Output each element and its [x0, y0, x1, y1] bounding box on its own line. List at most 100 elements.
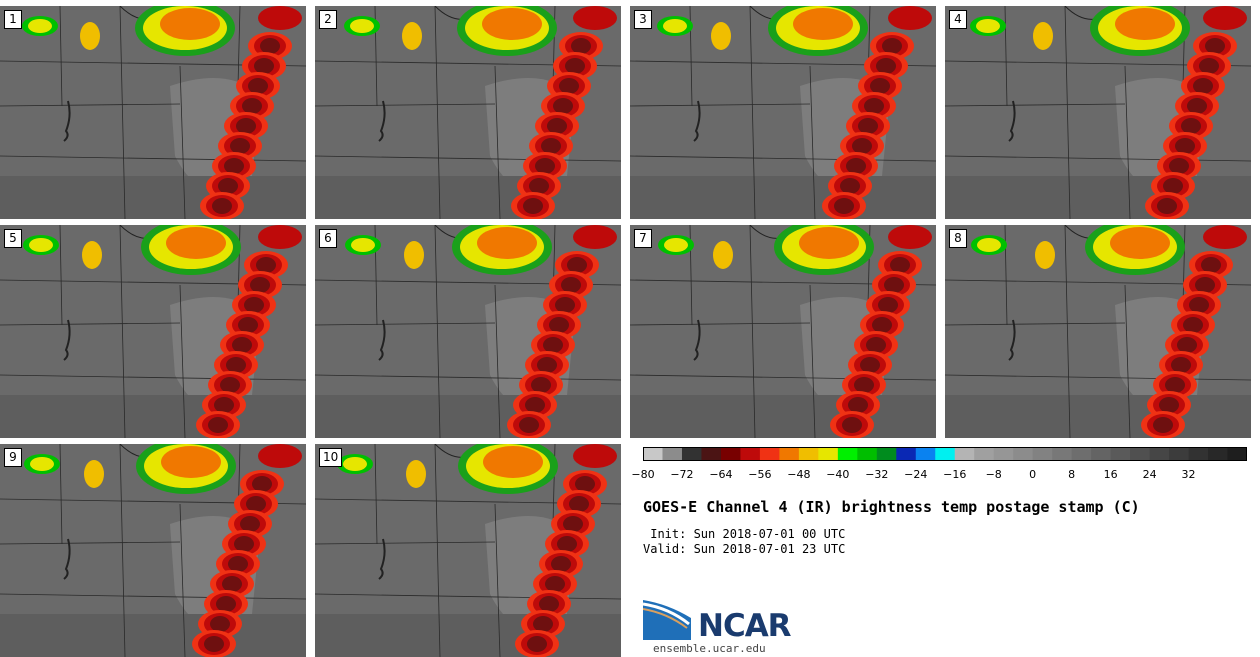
state-border [0, 374, 306, 381]
colorbar-tick-label: −64 [709, 468, 733, 481]
storm-core [224, 158, 244, 174]
storm-core [890, 257, 910, 273]
colorbar-swatch [876, 447, 897, 461]
colorbar-tick-label: −16 [943, 468, 967, 481]
panel-number: 2 [319, 10, 337, 29]
colorbar-swatch [662, 447, 683, 461]
storm-core [541, 138, 561, 154]
colorbar-swatch [1032, 447, 1053, 461]
state-border [0, 103, 181, 107]
storm-core [222, 576, 242, 592]
storm-core [1199, 58, 1219, 74]
southern-region [315, 614, 621, 657]
river [63, 100, 71, 142]
state-border [179, 503, 186, 657]
colorbar-swatch [779, 447, 800, 461]
state-border [1064, 6, 1071, 219]
panel-number: 4 [949, 10, 967, 29]
state-border [809, 284, 816, 438]
cloud-mid [404, 241, 424, 269]
state-border [1004, 6, 1008, 107]
storm-core [246, 496, 266, 512]
cloud-core [573, 6, 617, 30]
storm-core [870, 78, 890, 94]
storm-core [551, 556, 571, 572]
storm-core [529, 178, 549, 194]
satellite-map [0, 6, 306, 219]
storm-core [842, 417, 862, 433]
storm-core [1157, 198, 1177, 214]
cloud-mid [402, 22, 422, 50]
storm-core [210, 616, 230, 632]
state-border [1182, 225, 1186, 306]
cloud-core [888, 6, 932, 30]
storm-core [545, 576, 565, 592]
state-border [179, 284, 186, 438]
postage-stamp-panel: 5 [0, 225, 306, 438]
cloud-mid [84, 460, 104, 488]
colorbar-swatch [993, 447, 1014, 461]
cloud-mid [343, 457, 367, 471]
river [378, 100, 386, 142]
cloud-mid [406, 460, 426, 488]
storm-core [230, 138, 250, 154]
river [1008, 100, 1016, 142]
colorbar-swatch [1130, 447, 1151, 461]
storm-core [872, 317, 892, 333]
river [63, 319, 71, 361]
state-border [494, 284, 501, 438]
southern-region [945, 176, 1251, 219]
storm-core [854, 377, 874, 393]
storm-core [1169, 158, 1189, 174]
state-border [630, 155, 936, 162]
storm-core [218, 178, 238, 194]
storm-core [250, 277, 270, 293]
colorbar-swatch [1052, 447, 1073, 461]
storm-core [533, 616, 553, 632]
storm-core [220, 377, 240, 393]
state-border [315, 541, 496, 545]
storm-core [208, 417, 228, 433]
colorbar-swatch [643, 447, 663, 461]
cloud-core [793, 8, 853, 40]
state-border [434, 225, 441, 438]
state-border [945, 374, 1251, 381]
satellite-map [0, 444, 306, 657]
cloud-core [483, 446, 543, 478]
storm-core [1177, 337, 1197, 353]
panel-number: 7 [634, 229, 652, 248]
southern-region [0, 176, 306, 219]
satellite-map [315, 444, 621, 657]
storm-core [555, 297, 575, 313]
colorbar-tick-label: −32 [865, 468, 889, 481]
state-border [945, 322, 1126, 326]
state-border [630, 374, 936, 381]
cloud-mid [976, 19, 1000, 33]
colorbar-tick-label: −8 [985, 468, 1002, 481]
river [63, 538, 71, 580]
storm-core [242, 98, 262, 114]
storm-core [1187, 98, 1207, 114]
colorbar-swatch [681, 447, 702, 461]
colorbar-tick-label: −24 [904, 468, 928, 481]
storm-core [523, 198, 543, 214]
storm-core [252, 476, 272, 492]
cloud-core [1203, 225, 1247, 249]
storm-core [882, 38, 902, 54]
colorbar-swatch [837, 447, 858, 461]
state-border [315, 103, 496, 107]
cloud-core [573, 444, 617, 468]
cloud-mid [1033, 22, 1053, 50]
storm-core [238, 317, 258, 333]
state-border [749, 225, 756, 438]
colorbar-tick-label: 24 [1142, 468, 1157, 481]
cloud-core [166, 227, 226, 259]
state-border [315, 593, 621, 600]
storm-core [236, 118, 256, 134]
storm-core [1159, 397, 1179, 413]
storm-core [531, 377, 551, 393]
colorbar-tick-label: 0 [1029, 468, 1037, 481]
state-border [315, 322, 496, 326]
storm-core [248, 78, 268, 94]
colorbar-swatch [857, 447, 878, 461]
